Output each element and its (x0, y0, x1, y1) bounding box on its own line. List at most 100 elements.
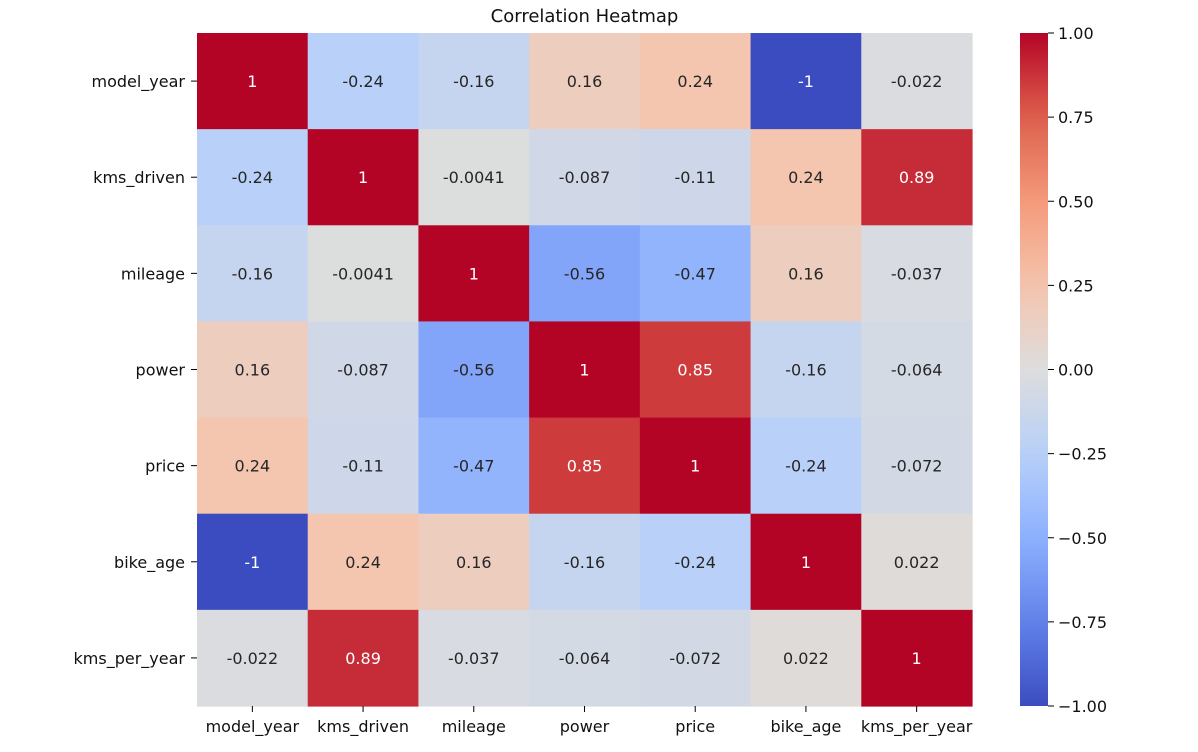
heatmap-cell (750, 33, 862, 130)
heatmap-cell (197, 609, 309, 707)
heatmap-cell (307, 609, 420, 707)
cell-value-label: 0.24 (345, 553, 381, 572)
row-label: kms_per_year (74, 649, 186, 669)
cell-value-label: 1 (579, 361, 589, 380)
colorbar-tick-label: −1.00 (1058, 697, 1107, 716)
colorbar-tick-label: −0.50 (1058, 529, 1107, 548)
heatmap-cell (750, 321, 862, 419)
cell-value-label: -0.11 (342, 457, 383, 476)
heatmap-cell (197, 513, 309, 611)
column-label: kms_driven (317, 717, 409, 737)
heatmap-cell (750, 513, 862, 611)
cell-value-label: 1 (690, 457, 700, 476)
heatmap-cell (861, 321, 973, 419)
heatmap-cell (750, 225, 862, 323)
heatmap-cell (197, 321, 309, 419)
heatmap-cell (639, 129, 752, 226)
colorbar: 1.00 0.75 0.50 0.25 0.00 −0.25 −0.50 −0.75 −1.00 (1020, 24, 1107, 716)
cell-value-label: -0.16 (564, 553, 605, 572)
cell-value-label: -0.24 (785, 457, 826, 476)
colorbar-tick-label: 0.25 (1058, 276, 1094, 295)
cell-value-label: 0.24 (235, 457, 271, 476)
cell-value-label: 0.24 (677, 72, 713, 91)
heatmap-cell (418, 417, 530, 515)
column-label: bike_age (770, 717, 841, 737)
cell-value-label: -0.064 (559, 649, 611, 668)
heatmap-cell (418, 129, 530, 226)
heatmap-cell (418, 513, 530, 611)
heatmap-cell (529, 225, 641, 323)
heatmap-cell (861, 33, 973, 130)
cell-value-label: -0.16 (453, 72, 494, 91)
cell-value-label: 1 (801, 553, 811, 572)
heatmap-cell (197, 33, 309, 130)
heatmap-cell (861, 513, 973, 611)
colorbar-tick-label: 0.50 (1058, 192, 1094, 211)
cell-value-label: 0.16 (567, 72, 603, 91)
cell-value-label: -0.56 (453, 361, 494, 380)
row-label: kms_driven (93, 168, 185, 188)
heatmap-cell (861, 225, 973, 323)
heatmap-cell (639, 609, 752, 707)
row-label: power (136, 361, 186, 380)
cell-value-label: 0.16 (456, 553, 492, 572)
row-label: model_year (91, 72, 185, 92)
cell-value-label: -0.16 (785, 361, 826, 380)
cell-value-label: -0.24 (675, 553, 716, 572)
cell-value-label: 0.16 (235, 361, 271, 380)
cell-value-label: -0.072 (669, 649, 721, 668)
heatmap-cell (307, 321, 420, 419)
column-label: power (560, 717, 610, 736)
cell-value-label: 0.022 (783, 649, 829, 668)
heatmap-cell (639, 321, 752, 419)
cell-value-label: 1 (912, 649, 922, 668)
heatmap-cells: 1 -0.24 -0.16 0.16 0.24 -1 -0.022 -0.24 1 -0.0041… (197, 33, 973, 707)
cell-value-label: -0.24 (232, 168, 273, 187)
heatmap-cell (529, 513, 641, 611)
heatmap-cell (418, 33, 530, 130)
heatmap-cell (307, 33, 420, 130)
heatmap-cell (529, 321, 641, 419)
cell-value-label: -0.072 (891, 457, 943, 476)
column-label: kms_per_year (861, 717, 973, 737)
heatmap-cell (529, 417, 641, 515)
row-label: price (145, 457, 185, 476)
cell-value-label: 0.16 (788, 264, 824, 283)
heatmap-cell (529, 33, 641, 130)
heatmap-cell (639, 417, 752, 515)
cell-value-label: 0.24 (788, 168, 824, 187)
cell-value-label: 0.89 (345, 649, 381, 668)
cell-value-label: 1 (469, 264, 479, 283)
cell-value-label: -0.16 (232, 264, 273, 283)
heatmap-cell (639, 33, 752, 130)
cell-value-label: -0.56 (564, 264, 605, 283)
heatmap-cell (307, 129, 420, 226)
heatmap-cell (307, 513, 420, 611)
column-label: mileage (442, 717, 506, 736)
heatmap-cell (418, 321, 530, 419)
cell-value-label: 1 (247, 72, 257, 91)
cell-value-label: 0.85 (677, 361, 713, 380)
cell-value-label: -0.0041 (332, 264, 394, 283)
heatmap-cell (750, 417, 862, 515)
cell-value-label: 0.022 (894, 553, 940, 572)
cell-value-label: -0.037 (448, 649, 500, 668)
chart-title: Correlation Heatmap (490, 6, 679, 27)
colorbar-tick-label: 0.00 (1058, 361, 1094, 380)
cell-value-label: -0.037 (891, 264, 943, 283)
cell-value-label: -0.022 (227, 649, 279, 668)
heatmap-cell (197, 417, 309, 515)
heatmap-cell (307, 417, 420, 515)
cell-value-label: -0.022 (891, 72, 943, 91)
heatmap-cell (750, 609, 862, 707)
colorbar-tick-label: 0.75 (1058, 108, 1094, 127)
cell-value-label: -1 (244, 553, 260, 572)
heatmap-cell (197, 129, 309, 226)
cell-value-label: -1 (798, 72, 814, 91)
heatmap-cell (418, 225, 530, 323)
row-label: bike_age (114, 553, 185, 573)
column-label: price (675, 717, 715, 736)
colorbar-gradient (1020, 33, 1048, 706)
heatmap-cell (529, 129, 641, 226)
